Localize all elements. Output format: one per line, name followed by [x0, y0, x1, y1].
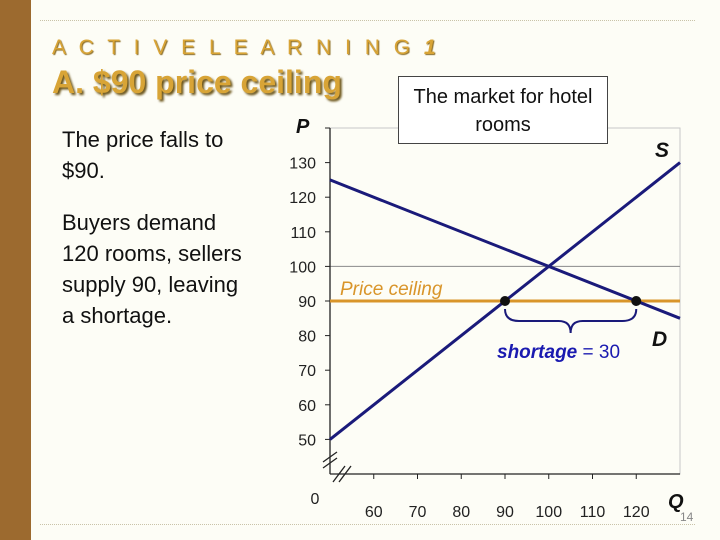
y-tick-label: 90 — [298, 294, 316, 311]
slide-title: A. $90 price ceiling — [52, 64, 342, 100]
x-tick-label: 90 — [496, 504, 514, 521]
slide-number: 14 — [680, 510, 694, 524]
side-accent-bar — [0, 0, 31, 540]
x-axis-title: Q — [668, 491, 684, 513]
price-ceiling-label: Price ceiling — [340, 279, 443, 300]
body-paragraph-2: Buyers demand 120 rooms, sellers supply … — [62, 210, 242, 328]
x-tick-label: 70 — [409, 504, 427, 521]
y-axis-break-mark — [322, 457, 338, 469]
bottom-divider — [40, 524, 695, 525]
y-tick-label: 80 — [298, 329, 316, 346]
y-tick-label: 50 — [298, 432, 316, 449]
chart-title-callout: The market for hotel rooms — [398, 76, 608, 144]
y-tick-label: 100 — [289, 259, 316, 276]
x-axis-break-mark — [332, 465, 346, 483]
y-axis-break-mark — [322, 451, 338, 463]
shortage-annotation: shortage = 30 — [497, 342, 620, 363]
origin-label: 0 — [311, 491, 320, 508]
x-tick-label: 60 — [365, 504, 383, 521]
x-tick-label: 110 — [580, 504, 606, 521]
slide-kicker: A C T I V E L E A R N I N G 1 — [52, 36, 436, 60]
ceiling-quantity-point — [631, 296, 642, 306]
shortage-brace — [504, 308, 638, 334]
demand-curve — [329, 178, 681, 320]
y-tick-label: 110 — [290, 225, 316, 242]
x-tick-label: 80 — [452, 504, 470, 521]
ceiling-quantity-point — [500, 296, 510, 306]
y-tick-label: 70 — [298, 363, 316, 380]
y-tick-label: 60 — [298, 398, 316, 415]
shortage-label: shortage — [497, 342, 578, 363]
supply-curve-label: S — [655, 139, 669, 162]
top-divider — [40, 20, 695, 21]
kicker-text: A C T I V E L E A R N I N G — [52, 36, 415, 59]
y-axis-title: P — [296, 116, 310, 138]
y-tick-label: 130 — [289, 156, 316, 173]
x-tick-label: 120 — [623, 504, 650, 521]
y-tick-label: 120 — [289, 190, 316, 207]
shortage-value: = 30 — [577, 342, 620, 363]
kicker-number: 1 — [423, 36, 436, 59]
x-tick-label: 100 — [535, 504, 562, 521]
body-paragraph-1: The price falls to $90. — [62, 127, 224, 183]
x-axis-break-mark — [338, 465, 352, 483]
demand-curve-label: D — [652, 328, 667, 351]
